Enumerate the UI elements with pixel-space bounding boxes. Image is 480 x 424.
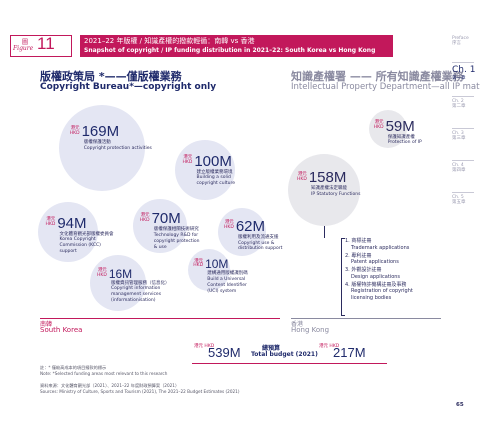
bubble-amount: 70M xyxy=(151,210,181,228)
hk-statutory-list: 1. 商標註冊 Trademark applications 2. 專利註冊 Pat… xyxy=(345,238,450,303)
korea-bubble-label-6: 港元 HKD 16M 版權資訊管理服務（信息化） Copyright informati… xyxy=(97,266,170,304)
chart-title-en: Snapshot of copyright / IP funding distr… xyxy=(84,47,376,54)
figure-number: 11 xyxy=(37,34,55,53)
hk-bubble-label-1: 港元 HKD 59M 保護知識產權 Protection of IP xyxy=(374,119,438,147)
source-en: Sources: Ministry of Culture, Sports and… xyxy=(40,389,240,394)
korea-bubble-label-1: 港元 HKD 169M 版權保護活動 Copyright protection acti… xyxy=(70,124,170,152)
korea-bubble-label-5: 港元 HKD 62M 版權利用及流通支援 Copyright use & distrib… xyxy=(224,219,288,253)
korea-total-currency: 港元 HKD xyxy=(194,344,215,349)
hk-heading-en: Intellectual Property Department—all IP … xyxy=(291,82,480,92)
korea-bubble-3 xyxy=(38,202,98,262)
bubble-label-en: Protection of IP xyxy=(387,140,422,146)
bubble-currency: 港元 HKD xyxy=(373,120,384,131)
bubble-currency: 港元 HKD xyxy=(224,220,234,231)
nav-ch3[interactable]: Ch. 3 第三章 xyxy=(452,128,476,142)
nav-preface[interactable]: Preface 序言 xyxy=(452,36,469,47)
korea-bubble-5 xyxy=(218,208,266,256)
bubble-label-zh: 保護知識產權 xyxy=(387,134,415,140)
bubble-label-zh: 文化體育觀光部版權委員會 xyxy=(59,231,114,237)
hk-list-connector xyxy=(324,226,325,238)
korea-bubble-7 xyxy=(188,249,230,291)
bubble-label-en: Copyright protection activities xyxy=(83,146,152,152)
bubble-label-zh: 建立版權業務環境 xyxy=(196,169,233,175)
totals-underline xyxy=(192,363,387,364)
hk-bubble-1 xyxy=(369,110,407,148)
bubble-amount: 94M xyxy=(57,214,87,232)
hk-region-zh: 香港 xyxy=(291,321,304,328)
bubble-currency: 港元 HKD xyxy=(182,155,193,165)
korea-bubble-4 xyxy=(133,199,187,253)
bubble-label-zh: 版權利用及流通支援 xyxy=(238,234,279,240)
korea-region-zh: 南韓 xyxy=(40,321,53,328)
hk-bubble-2 xyxy=(288,154,360,226)
nav-ch5[interactable]: Ch. 5 第五章 xyxy=(452,192,476,206)
hk-bubble-label-2: 港元 HKD 158M 知識產權法定職能 IP Statutory Functions xyxy=(297,170,383,198)
nav-ch2[interactable]: Ch. 2 第二章 xyxy=(452,96,476,110)
total-label-zh: 總預算 xyxy=(262,345,281,352)
hk-list-bracket xyxy=(341,238,345,316)
title-bar xyxy=(80,35,393,57)
bubble-currency: 港元 HKD xyxy=(97,267,107,278)
korea-region-en: South Korea xyxy=(40,326,83,334)
bubble-label-en: Build a Universal Content Identifier (UC… xyxy=(207,277,247,294)
bubble-currency: 港元 HKD xyxy=(69,125,80,136)
bubble-label-en: Copyright use & distribution support xyxy=(238,240,283,252)
bubble-label-en: Building a solid copyright culture xyxy=(196,175,235,187)
korea-bubble-label-7: 港元 HKD 10M 建構通用版權識別碼 Build a Universal Conte… xyxy=(193,258,257,294)
hk-region-en: Hong Kong xyxy=(291,326,330,334)
bubble-amount: 100M xyxy=(194,152,232,170)
total-label-en: Total budget (2021) xyxy=(251,351,318,358)
korea-divider xyxy=(40,318,280,319)
korea-bubble-6 xyxy=(90,255,146,311)
bubble-label-zh: 版權保護活動 xyxy=(83,140,111,146)
bubble-label-en: Copyright information management service… xyxy=(111,286,162,304)
bubble-amount: 158M xyxy=(308,169,347,187)
hk-total-amount: 217M xyxy=(333,345,366,360)
korea-total-amount: 539M xyxy=(208,345,241,360)
korea-heading-zh: 版權政策局 *——僅版權業務 xyxy=(40,70,182,83)
bubble-label-zh: 版權保護相關技術研究 xyxy=(153,227,199,233)
nav-ch1[interactable]: Ch. 1 第一章 xyxy=(452,62,476,81)
figure-label-zh: 圖 xyxy=(22,39,29,46)
bubble-label-zh: 建構通用版權識別碼 xyxy=(207,271,248,277)
page-number: 65 xyxy=(456,402,464,408)
source-zh: 資料來源：文化體育觀光部（2021）、2021–22 年度財政預算案（2021） xyxy=(40,383,180,388)
bubble-label-en: IP Statutory Functions xyxy=(311,192,361,198)
list-item: 4. 版權特許機構註冊及事務 Registration of copyright … xyxy=(345,281,413,302)
bubble-amount: 62M xyxy=(235,217,265,235)
korea-bubble-label-4: 港元 HKD 70M 版權保護相關技術研究 Technology R&D for cop… xyxy=(140,211,208,250)
nav-ch4[interactable]: Ch. 4 第四章 xyxy=(452,160,476,174)
note-en: Note: *Selected funding areas most relev… xyxy=(40,371,168,376)
korea-heading-en: Copyright Bureau*—copyright only xyxy=(40,82,217,92)
hk-divider xyxy=(291,318,441,319)
figure-label: Figure xyxy=(13,45,34,52)
korea-bubble-1 xyxy=(59,105,145,191)
bubble-amount: 59M xyxy=(385,117,415,135)
bubble-currency: 港元 HKD xyxy=(139,212,150,223)
list-item: 1. 商標註冊 Trademark applications xyxy=(345,238,410,251)
bubble-label-zh: 版權資訊管理服務（信息化） xyxy=(111,280,170,286)
note-zh: 註：* 僅較高成本的項目撥款的標示 xyxy=(40,365,107,370)
list-item: 2. 專利註冊 Patent applications xyxy=(345,252,399,266)
bubble-currency: 港元 HKD xyxy=(45,217,56,227)
bubble-label-zh: 知識產權法定職能 xyxy=(311,186,347,192)
korea-bubble-label-2: 港元 HKD 100M 建立版權業務環境 Building a solid copyri… xyxy=(183,154,257,188)
bubble-label-en: Korea Copyright Commission (KCC) support xyxy=(59,237,101,255)
bubble-label-en: Technology R&D for copyright protection … xyxy=(153,232,200,250)
chart-title-zh: 2021–22 年版權 / 知識產權的撥款輕循：南韓 vs 香港 xyxy=(84,37,255,45)
bubble-amount: 10M xyxy=(205,257,229,272)
bubble-currency: 港元 HKD xyxy=(297,171,307,182)
figure-box xyxy=(10,35,72,57)
korea-bubble-label-3: 港元 HKD 94M 文化體育觀光部版權委員會 Korea Copyright Comm… xyxy=(46,216,120,255)
hk-heading-zh: 知識產權署 —— 所有知識產權業務 xyxy=(291,70,464,83)
korea-bubble-2 xyxy=(175,140,235,200)
list-item: 3. 外觀設計註冊 Design applications xyxy=(345,267,401,280)
bubble-amount: 16M xyxy=(108,266,133,281)
bubble-amount: 169M xyxy=(81,123,120,141)
hk-total-currency: 港元 HKD xyxy=(319,344,340,349)
bubble-currency: 港元 HKD xyxy=(193,258,204,269)
